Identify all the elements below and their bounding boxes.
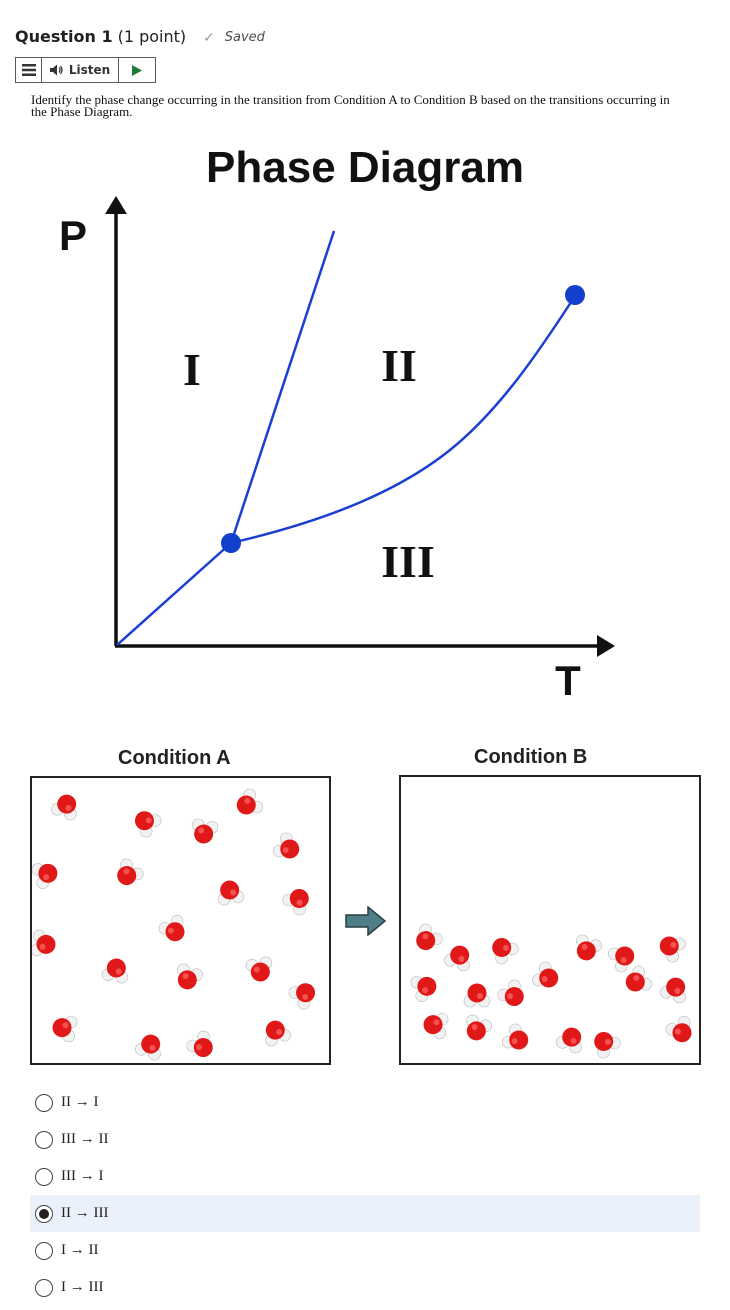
option-label: I → III <box>61 1279 104 1295</box>
play-button[interactable] <box>119 58 155 82</box>
water-molecule <box>101 958 129 984</box>
water-molecule <box>660 977 686 1004</box>
option-2[interactable]: III → I <box>30 1158 700 1195</box>
option-label: II → I <box>61 1094 99 1110</box>
water-molecule <box>288 983 316 1010</box>
water-molecule <box>594 1031 621 1059</box>
saved-text: Saved <box>224 30 265 45</box>
listen-label: Listen <box>68 63 111 77</box>
water-molecule <box>492 937 519 965</box>
option-3[interactable]: II → III <box>30 1195 700 1232</box>
water-molecule <box>52 1015 78 1043</box>
radio-button[interactable] <box>35 1241 53 1260</box>
radio-button[interactable] <box>35 1093 53 1112</box>
radio-button[interactable] <box>35 1130 53 1149</box>
water-molecule <box>265 1020 291 1047</box>
question-title: Question 1 <box>15 27 113 46</box>
water-molecule <box>191 818 219 844</box>
water-molecule <box>186 1030 213 1058</box>
radio-selected-dot <box>39 1208 49 1219</box>
water-molecule <box>32 863 58 889</box>
water-molecule <box>158 915 185 942</box>
condition-a-molecules <box>32 788 316 1061</box>
water-molecule <box>410 976 437 1002</box>
water-molecule <box>497 979 524 1007</box>
option-label: III → II <box>61 1131 109 1147</box>
water-molecule <box>236 788 263 815</box>
radio-button[interactable] <box>35 1278 53 1297</box>
option-0[interactable]: II → I <box>30 1084 700 1121</box>
condition-b-box <box>399 775 701 1065</box>
y-axis-arrowhead <box>105 196 127 214</box>
sublimation-curve <box>116 542 232 646</box>
water-molecule <box>134 811 162 838</box>
play-icon <box>132 64 142 76</box>
water-molecule <box>51 794 77 821</box>
water-molecule <box>466 1014 492 1041</box>
question-header: Question 1 (1 point) <box>15 27 186 51</box>
water-molecule <box>273 832 300 859</box>
critical-point <box>565 285 585 305</box>
condition-b-label: Condition B <box>474 746 588 768</box>
y-axis-label: P <box>59 212 87 259</box>
water-molecule <box>117 858 144 886</box>
read-aloud-toolbar: Listen <box>15 57 156 83</box>
menu-button[interactable] <box>16 58 42 82</box>
water-molecule <box>245 956 273 982</box>
option-label: II → III <box>61 1205 109 1221</box>
answer-options: II → I III → II III → I II → III I → II … <box>30 1084 700 1306</box>
transition-arrow <box>345 905 387 941</box>
water-molecule <box>423 1012 449 1040</box>
water-molecule <box>608 946 635 973</box>
water-molecule <box>282 888 309 916</box>
triple-point <box>221 533 241 553</box>
option-1[interactable]: III → II <box>30 1121 700 1158</box>
x-axis-label: T <box>555 657 581 704</box>
checkmark-icon: ✓ <box>203 29 215 45</box>
water-molecule <box>135 1034 161 1061</box>
speaker-icon <box>49 64 63 76</box>
option-5[interactable]: I → III <box>30 1269 700 1306</box>
menu-icon <box>21 64 36 76</box>
radio-button[interactable] <box>35 1204 53 1223</box>
water-molecule <box>177 963 203 990</box>
condition-a-label: Condition A <box>118 747 231 769</box>
condition-a-box <box>30 776 331 1065</box>
water-molecule <box>665 1016 692 1043</box>
water-molecule <box>625 965 652 992</box>
water-molecule <box>659 936 686 963</box>
phase-diagram: Phase Diagram P T I II III <box>59 143 615 704</box>
question-points: (1 point) <box>117 27 187 46</box>
region-label-3: III <box>381 536 435 587</box>
question-prompt: Identify the phase change occurring in t… <box>31 92 670 119</box>
x-axis-arrowhead <box>597 635 615 657</box>
melting-curve <box>229 230 336 544</box>
water-molecule <box>416 923 443 951</box>
condition-b-molecules <box>410 923 692 1059</box>
water-molecule <box>463 983 491 1008</box>
option-4[interactable]: I → II <box>30 1232 700 1269</box>
water-molecule <box>32 929 56 957</box>
diagram-title: Phase Diagram <box>206 143 524 192</box>
water-molecule <box>444 945 470 972</box>
water-molecule <box>217 880 245 906</box>
option-label: III → I <box>61 1168 104 1184</box>
region-label-2: II <box>381 340 417 391</box>
listen-button[interactable]: Listen <box>42 58 119 82</box>
vaporization-curve <box>230 295 577 545</box>
water-molecule <box>576 934 602 961</box>
right-arrow-icon <box>345 905 387 937</box>
water-molecule <box>502 1023 529 1050</box>
water-molecule <box>556 1027 582 1054</box>
radio-button[interactable] <box>35 1167 53 1186</box>
water-molecule <box>532 961 559 988</box>
option-label: I → II <box>61 1242 99 1258</box>
saved-status: ✓ Saved <box>203 29 265 46</box>
region-label-1: I <box>183 344 201 395</box>
